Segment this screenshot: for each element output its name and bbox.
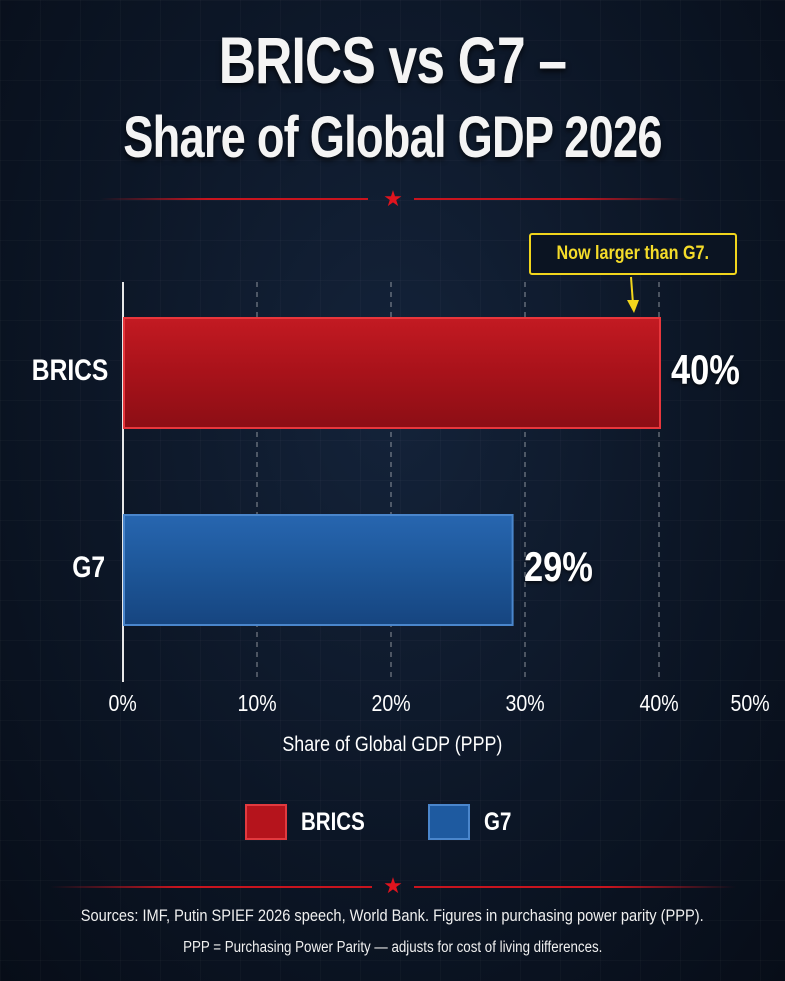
bar-brics: [123, 317, 661, 429]
bar-g7: [123, 514, 514, 626]
legend-item-brics: BRICS: [245, 802, 379, 842]
legend-swatch-g7: [428, 804, 470, 840]
legend-item-g7: G7: [428, 802, 517, 842]
x-tick-label: 30%: [505, 690, 545, 716]
sources-text: Sources: IMF, Putin SPIEF 2026 speech, W…: [81, 906, 704, 925]
category-label-brics: BRICS: [31, 354, 109, 387]
x-tick-label: 0%: [108, 690, 138, 716]
star-icon: ★: [383, 186, 403, 211]
bar-chart: [122, 276, 661, 682]
callout-arrow-line: [630, 276, 634, 305]
x-tick-label: 50%: [730, 690, 770, 716]
bottom-divider-left: [50, 886, 372, 888]
x-tick-label: 20%: [371, 690, 411, 716]
callout-arrow-head: [627, 300, 639, 313]
callout-box: Now larger than G7.: [529, 233, 737, 275]
page-title-line1: BRICS vs G7 –: [218, 23, 567, 97]
x-tick-label: 40%: [639, 690, 679, 716]
value-label-g7: 29%: [523, 543, 593, 590]
callout-text: Now larger than G7.: [556, 243, 710, 264]
top-divider-right: [414, 198, 686, 200]
legend-label-brics: BRICS: [301, 807, 365, 836]
ppp-definition-text: PPP = Purchasing Power Parity — adjusts …: [182, 939, 603, 956]
x-tick-label: 10%: [237, 690, 277, 716]
top-divider-left: [100, 198, 368, 200]
value-label-brics: 40%: [671, 346, 740, 393]
page-title-line2: Share of Global GDP 2026: [123, 105, 662, 170]
bottom-divider-right: [414, 886, 736, 888]
x-axis-title: Share of Global GDP (PPP): [282, 733, 503, 756]
category-label-g7: G7: [72, 551, 105, 584]
legend-swatch-brics: [245, 804, 287, 840]
legend-label-g7: G7: [484, 807, 512, 836]
star-icon-bottom: ★: [383, 873, 403, 898]
